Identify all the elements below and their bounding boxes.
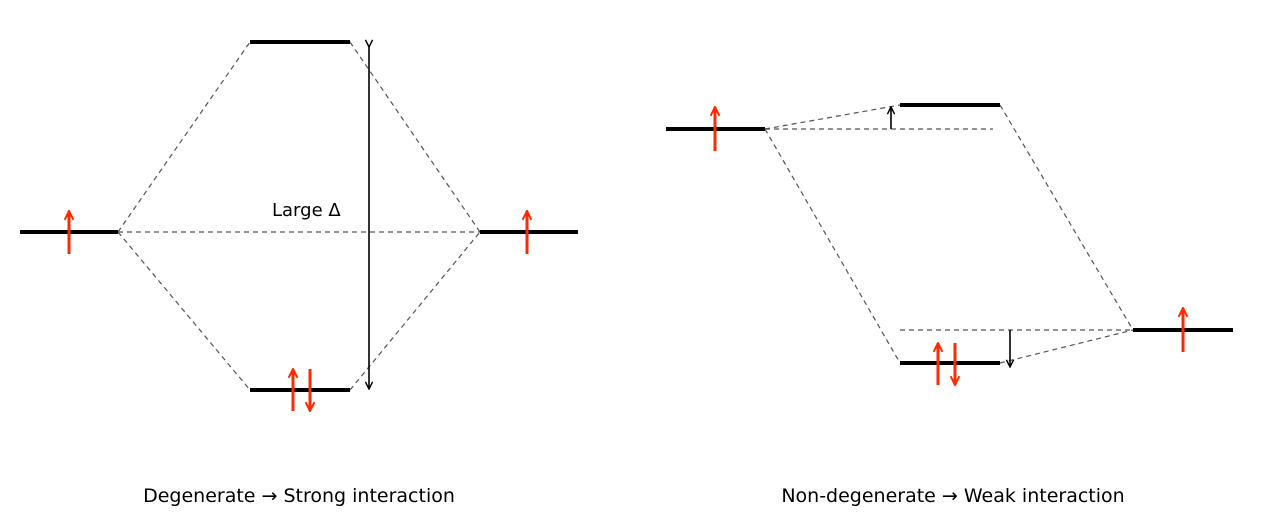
dashed-connector [999,104,1134,331]
degenerate-panel: Large Δ Degenerate → Strong interaction [20,42,578,507]
dashed-connector [117,41,251,233]
dashed-connector [764,104,901,130]
dashed-connector [349,231,481,391]
dashed-connector [117,231,251,391]
dashed-connector [999,329,1134,364]
dashed-connector [764,128,901,364]
non-degenerate-panel: Non-degenerate → Weak interaction [666,103,1233,507]
degenerate-caption: Degenerate → Strong interaction [143,485,455,507]
non-degenerate-caption: Non-degenerate → Weak interaction [781,485,1124,507]
gap-label: Large Δ [272,200,341,221]
